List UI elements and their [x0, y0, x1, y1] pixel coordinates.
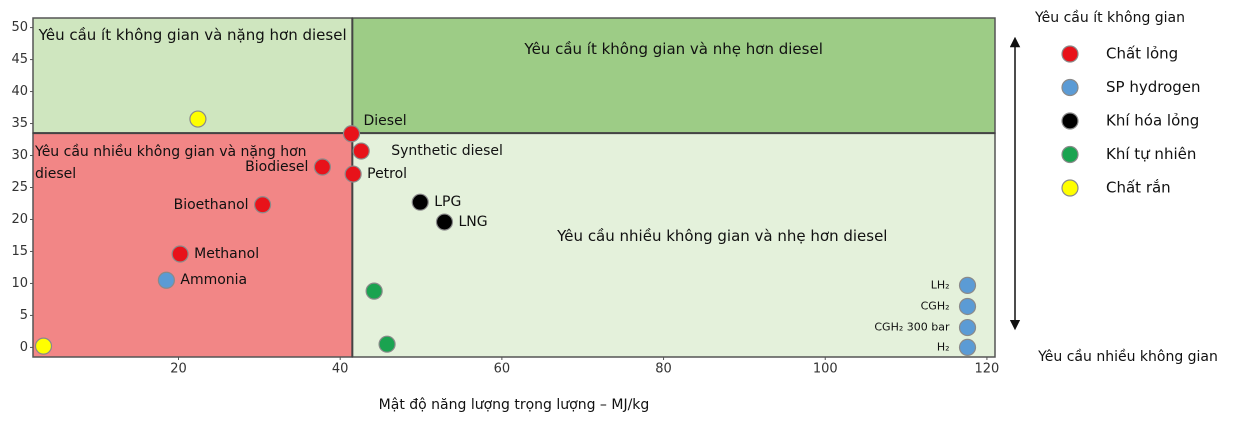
point-label: Synthetic diesel	[391, 143, 503, 159]
legend-label: Chất rắn	[1106, 179, 1171, 197]
y-tick-label: 35	[11, 116, 28, 131]
region-label-box: Yêu cầu ít không gian và nhẹ hơn diesel	[524, 40, 823, 58]
region-label: Yêu cầu ít không gian và nhẹ hơn diesel	[524, 40, 823, 58]
point	[34, 337, 53, 355]
y-tick-label: 40	[11, 84, 28, 99]
legend-marker	[1061, 112, 1079, 130]
region-label: Yêu cầu ít không gian và nặng hơn diesel	[38, 26, 347, 44]
region	[32, 132, 354, 358]
y-tick-label: 25	[11, 180, 28, 195]
point-label: LPG	[434, 194, 461, 210]
point	[157, 271, 175, 289]
point-label: H₂	[937, 340, 950, 353]
region	[351, 17, 996, 134]
point-label: Biodiesel	[245, 159, 308, 175]
point	[344, 165, 362, 183]
x-tick-label: 120	[975, 362, 1000, 377]
x-axis-label: Mật độ năng lượng trọng lượng – MJ/kg	[379, 397, 650, 413]
point-label: Petrol	[367, 166, 407, 182]
x-tick-label: 20	[170, 362, 187, 377]
arrow-bottom-label: Yêu cầu nhiều không gian	[1037, 348, 1218, 365]
legend-marker	[1061, 145, 1079, 164]
y-tick-label: 15	[11, 244, 28, 259]
region-label: Yêu cầu nhiều không gian và nặng hơn die…	[35, 144, 307, 183]
legend-label: Chất lỏng	[1106, 45, 1178, 63]
point-label: LH₂	[931, 278, 950, 291]
legend-label: Khí hóa lỏng	[1106, 112, 1199, 130]
point-label: CGH₂ 300 bar	[874, 321, 950, 334]
y-tick-label: 5	[20, 308, 28, 323]
legend-marker	[1061, 78, 1079, 97]
point	[189, 110, 207, 128]
region-label-box: Yêu cầu ít không gian và nặng hơn diesel	[38, 26, 347, 44]
point	[958, 318, 977, 337]
y-tick-label: 20	[11, 212, 28, 227]
point	[352, 142, 370, 160]
point-label: LNG	[458, 214, 487, 230]
legend-label: SP hydrogen	[1106, 78, 1201, 96]
point-label: Diesel	[364, 113, 407, 129]
region-label-box: Yêu cầu nhiều không gian và nhẹ hơn dies…	[557, 227, 888, 246]
legend-marker	[1061, 45, 1079, 63]
y-tick-label: 50	[11, 20, 28, 35]
y-tick-label: 10	[11, 276, 28, 291]
arrow-top-label: Yêu cầu ít không gian	[1034, 10, 1185, 26]
point-label: Ammonia	[180, 272, 247, 288]
x-tick-label: 40	[332, 362, 349, 377]
point-label: Bioethanol	[174, 197, 249, 213]
region	[351, 132, 996, 358]
point	[342, 125, 361, 143]
point	[411, 193, 429, 211]
point	[958, 297, 977, 316]
point	[958, 338, 977, 357]
y-tick-label: 30	[11, 148, 28, 163]
region-label: Yêu cầu nhiều không gian và nhẹ hơn dies…	[557, 227, 888, 246]
y-tick-label: 0	[20, 340, 28, 355]
point	[365, 282, 383, 300]
x-tick-label: 80	[655, 362, 672, 377]
y-tick-label: 45	[11, 52, 28, 67]
point	[253, 196, 272, 214]
point	[435, 213, 454, 231]
point	[171, 245, 189, 263]
region-label-box: Yêu cầu nhiều không gian và nặng hơn die…	[35, 144, 307, 183]
x-tick-label: 60	[494, 362, 511, 377]
point	[313, 158, 332, 176]
point-label: CGH₂	[921, 299, 950, 312]
point	[958, 276, 977, 294]
point-label: Methanol	[194, 246, 259, 262]
x-tick-label: 100	[813, 362, 838, 377]
point	[378, 335, 396, 353]
legend-label: Khí tự nhiên	[1106, 145, 1196, 163]
legend-marker	[1061, 179, 1079, 197]
